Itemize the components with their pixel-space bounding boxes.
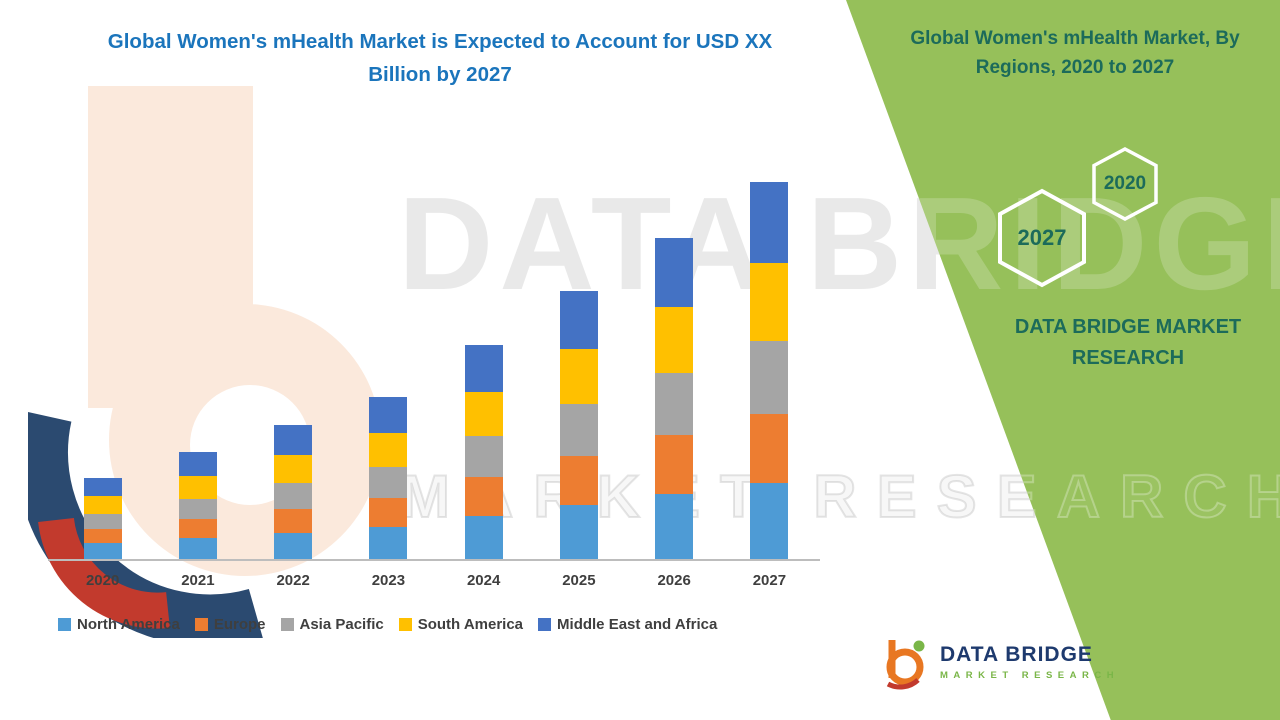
x-tick-label-2025: 2025 (562, 572, 596, 589)
x-tick-label-2022: 2022 (276, 572, 310, 589)
stacked-bar-2023 (369, 397, 408, 560)
stacked-bar-2026 (655, 238, 694, 560)
bar-segment (178, 476, 217, 499)
legend-item: Middle East and Africa (538, 616, 717, 633)
bar-segment (655, 307, 694, 373)
bar-column-2027 (722, 182, 817, 560)
bar-column-2025 (531, 291, 626, 560)
bar-column-2021 (150, 452, 245, 560)
side-panel-title: Global Women's mHealth Market, By Region… (910, 28, 1240, 79)
x-axis-labels: 2020 2021 2022 2023 2024 2025 2026 2027 (55, 572, 817, 589)
chart-title: Global Women's mHealth Market is Expecte… (107, 30, 773, 86)
bar-segment (369, 527, 408, 560)
bar-segment (750, 483, 789, 560)
bar-segment (464, 477, 503, 516)
bar-segment (464, 516, 503, 560)
legend-swatch (58, 618, 71, 631)
legend-item: North America (58, 616, 180, 633)
bar-segment (655, 435, 694, 494)
x-axis-line (48, 559, 820, 561)
bar-segment (750, 263, 789, 341)
bar-segment (178, 538, 217, 560)
x-tick-label-2024: 2024 (466, 572, 501, 589)
legend-item: South America (398, 616, 524, 633)
bar-segment (274, 533, 313, 560)
x-tick-label-2021: 2021 (181, 572, 215, 589)
bar-segment (369, 397, 408, 433)
hexagon-outline-icon (1092, 147, 1158, 221)
bar-segment (464, 345, 503, 392)
bar-segment (178, 452, 217, 476)
bar-segment (464, 392, 503, 436)
bar-segment (655, 494, 694, 560)
legend-swatch (398, 618, 412, 631)
bar-segment (274, 483, 313, 509)
watermark-logo (28, 86, 381, 638)
bar-segment (369, 498, 408, 527)
bar-segment (178, 499, 217, 519)
databridge-logo-icon (886, 640, 925, 690)
bar-segment (464, 436, 503, 477)
hexagon-2020: 2020 (1090, 146, 1160, 222)
stacked-bar-2022 (274, 425, 313, 560)
stacked-bar-2025 (559, 291, 598, 560)
footer-brand-text: DATA BRIDGE (940, 643, 1093, 666)
bar-segment (274, 509, 313, 533)
legend-swatch (538, 618, 552, 631)
bar-column-2020 (55, 478, 150, 560)
legend-swatch (194, 618, 208, 631)
legend-label: North America (77, 616, 180, 633)
bar-column-2026 (627, 238, 722, 560)
x-tick-label-2023: 2023 (371, 572, 406, 589)
bar-segment (750, 182, 789, 263)
bar-segment (83, 543, 122, 560)
bar-segment (559, 404, 598, 456)
bar-column-2024 (436, 345, 531, 560)
legend-item: Europe (194, 616, 266, 633)
bar-column-2023 (341, 397, 436, 560)
stacked-bar-2020 (83, 478, 122, 560)
bar-segment (178, 519, 217, 538)
stacked-bar-2024 (464, 345, 503, 560)
hexagon-2027-label: 2027 (1017, 225, 1067, 250)
bar-segment (83, 478, 122, 496)
bar-segment (83, 496, 122, 514)
legend-label: Europe (213, 616, 266, 633)
bar-segment (369, 467, 408, 498)
bar-segment (655, 238, 694, 307)
stacked-bar-2021 (178, 452, 217, 560)
bar-segment (559, 505, 598, 560)
bar-segment (369, 433, 408, 467)
chart-legend: North America Europe Asia Pacific South Ame… (58, 616, 717, 633)
x-tick-label-2020: 2020 (85, 572, 120, 589)
bar-column-2022 (246, 425, 341, 560)
footer-logo: DATA BRIDGE MARKET RESEARCH (878, 634, 1119, 690)
legend-label: Middle East and Africa (557, 616, 718, 633)
bar-segment (559, 291, 598, 349)
bar-segment (274, 425, 313, 455)
bar-segment (274, 455, 313, 483)
bar-segment (655, 373, 694, 435)
footer-tagline-text: MARKET RESEARCH (940, 670, 1120, 681)
bar-segment (83, 514, 122, 529)
legend-swatch (280, 618, 294, 631)
legend-label: Asia Pacific (299, 616, 384, 633)
side-panel-brand-text: DATA BRIDGE MARKET RESEARCH (1014, 316, 1242, 369)
stacked-bar-2027 (750, 182, 789, 560)
bar-segment (559, 456, 598, 505)
bar-segment (750, 341, 789, 414)
bar-segment (750, 414, 789, 483)
stacked-bar-chart (55, 182, 817, 560)
legend-label: South America (417, 616, 524, 633)
hexagon-2020-label: 2020 (1103, 173, 1147, 194)
legend-item: Asia Pacific (280, 616, 384, 633)
x-tick-label-2026: 2026 (657, 572, 691, 589)
bar-segment (83, 529, 122, 543)
hexagon-outline-icon (998, 188, 1086, 288)
x-tick-label-2027: 2027 (752, 572, 787, 589)
bar-segment (559, 349, 598, 404)
hexagon-2027: 2027 (996, 188, 1088, 288)
